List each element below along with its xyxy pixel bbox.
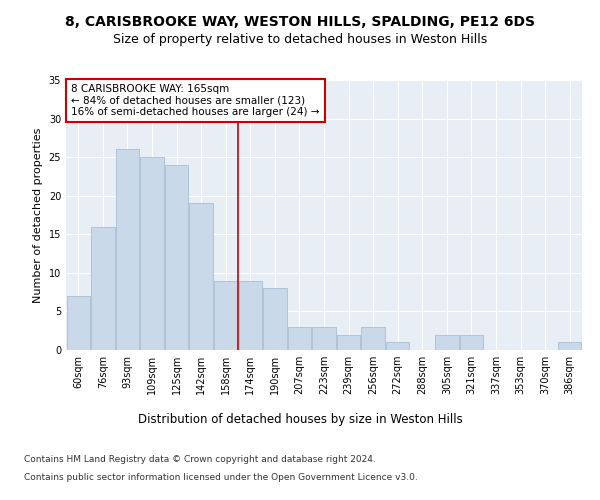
Y-axis label: Number of detached properties: Number of detached properties	[33, 128, 43, 302]
Bar	[239, 280, 262, 350]
Text: Contains HM Land Registry data © Crown copyright and database right 2024.: Contains HM Land Registry data © Crown c…	[24, 455, 376, 464]
Bar	[288, 327, 311, 350]
Bar	[386, 342, 409, 350]
Bar	[460, 334, 483, 350]
Text: Contains public sector information licensed under the Open Government Licence v3: Contains public sector information licen…	[24, 472, 418, 482]
Text: 8 CARISBROOKE WAY: 165sqm
← 84% of detached houses are smaller (123)
16% of semi: 8 CARISBROOKE WAY: 165sqm ← 84% of detac…	[71, 84, 320, 117]
Bar	[313, 327, 335, 350]
Text: Distribution of detached houses by size in Weston Hills: Distribution of detached houses by size …	[137, 412, 463, 426]
Bar	[361, 327, 385, 350]
Bar	[116, 150, 139, 350]
Text: 8, CARISBROOKE WAY, WESTON HILLS, SPALDING, PE12 6DS: 8, CARISBROOKE WAY, WESTON HILLS, SPALDI…	[65, 15, 535, 29]
Bar	[337, 334, 360, 350]
Text: Size of property relative to detached houses in Weston Hills: Size of property relative to detached ho…	[113, 32, 487, 46]
Bar	[558, 342, 581, 350]
Bar	[67, 296, 90, 350]
Bar	[214, 280, 238, 350]
Bar	[91, 226, 115, 350]
Bar	[165, 165, 188, 350]
Bar	[263, 288, 287, 350]
Bar	[190, 204, 213, 350]
Bar	[435, 334, 458, 350]
Bar	[140, 157, 164, 350]
